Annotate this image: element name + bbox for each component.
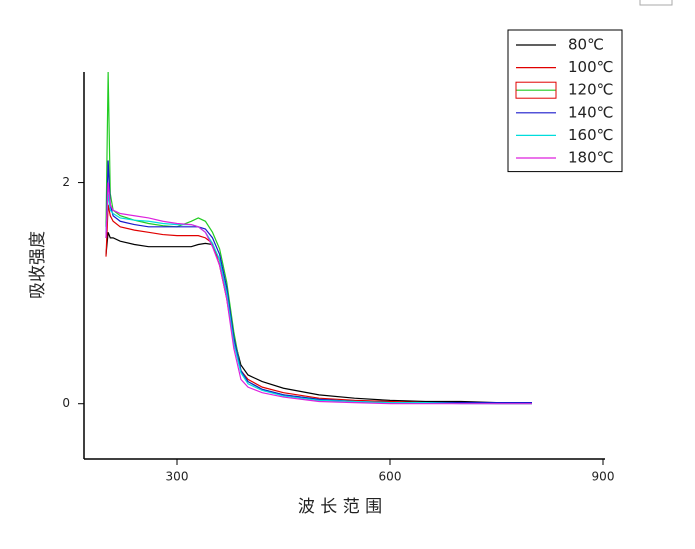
y-tick-label: 2: [62, 175, 70, 189]
legend-label: 120℃: [568, 81, 613, 99]
series-line: [105, 193, 532, 405]
series-line: [105, 71, 532, 405]
series-line: [105, 182, 532, 405]
legend-label: 80℃: [568, 36, 604, 54]
legend-label: 180℃: [568, 149, 613, 167]
series-line: [105, 160, 532, 404]
legend-label: 100℃: [568, 58, 613, 76]
y-axis-label: 吸收强度: [28, 231, 48, 299]
corner-box: [639, 0, 673, 6]
x-tick-label: 600: [379, 470, 402, 484]
x-tick-label: 300: [166, 470, 189, 484]
series-line: [105, 204, 532, 404]
x-axis-label: 波 长 范 围: [298, 497, 382, 517]
series-line: [105, 232, 532, 404]
legend-label: 140℃: [568, 103, 613, 121]
legend-swatch-box: [515, 81, 557, 99]
legend-box: [507, 29, 623, 173]
legend-label: 160℃: [568, 126, 613, 144]
x-tick-label: 900: [592, 470, 615, 484]
y-tick-label: 0: [62, 396, 70, 410]
